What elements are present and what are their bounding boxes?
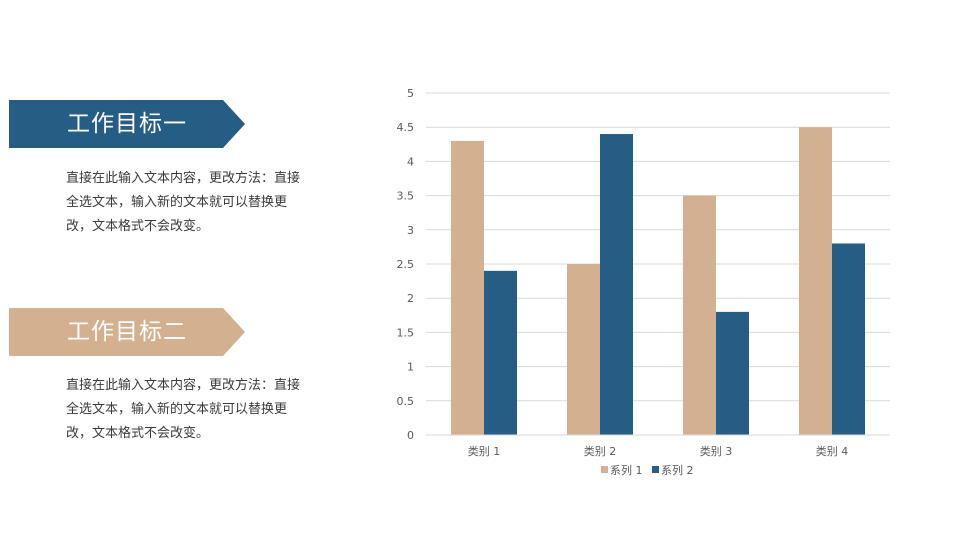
bar-2-4 [832, 243, 865, 435]
bar-1-3 [683, 195, 716, 435]
goal-title-1: 工作目标一 [67, 111, 187, 137]
y-tick-label: 4 [407, 155, 414, 168]
goal-banner-2: 工作目标二 [9, 308, 245, 356]
x-tick-label: 类别 2 [584, 444, 617, 458]
x-tick-label: 类别 4 [816, 444, 849, 458]
legend-label-1: 系列 1 [610, 463, 643, 477]
y-tick-label: 1 [407, 361, 414, 374]
banner-arrow-fill-2 [9, 308, 245, 356]
bar-2-1 [484, 270, 517, 435]
y-tick-label: 2 [407, 292, 414, 305]
bar-chart: 0 0.5 1 1.5 2 2.5 3 3.5 4 4.5 5 类别 1 类别 2 类别 3 类别 4 系列 … [397, 87, 890, 477]
legend-swatch-1 [601, 466, 608, 473]
bar-1-2 [567, 264, 600, 435]
bar-1-4 [799, 127, 832, 435]
y-tick-label: 1.5 [397, 326, 415, 339]
banner-arrow-fill-1 [9, 100, 245, 148]
legend-swatch-2 [652, 466, 659, 473]
bar-2-2 [600, 134, 633, 435]
y-tick-label: 3 [407, 224, 414, 237]
x-tick-label: 类别 1 [468, 444, 501, 458]
y-tick-label: 2.5 [397, 258, 415, 271]
goal-title-2: 工作目标二 [67, 319, 187, 345]
y-tick-label: 3.5 [397, 190, 415, 203]
bar-1-1 [451, 140, 484, 435]
banner-arrow-shape [9, 100, 245, 148]
x-tick-label: 类别 3 [700, 444, 733, 458]
y-tick-label: 0 [407, 429, 414, 442]
goal-description-2: 直接在此输入文本内容，更改方法：直接全选文本，输入新的文本就可以替换更改，文本格… [66, 378, 301, 441]
y-tick-label: 4.5 [397, 121, 415, 134]
y-tick-label: 0.5 [397, 395, 415, 408]
goal-banner-1: 工作目标一 [9, 100, 245, 148]
legend-label-2: 系列 2 [661, 463, 694, 477]
bar-2-3 [716, 311, 749, 435]
y-tick-label: 5 [407, 87, 414, 100]
banner-arrow-shape [9, 308, 245, 356]
goal-description-1: 直接在此输入文本内容，更改方法：直接全选文本，输入新的文本就可以替换更改，文本格… [66, 171, 301, 234]
